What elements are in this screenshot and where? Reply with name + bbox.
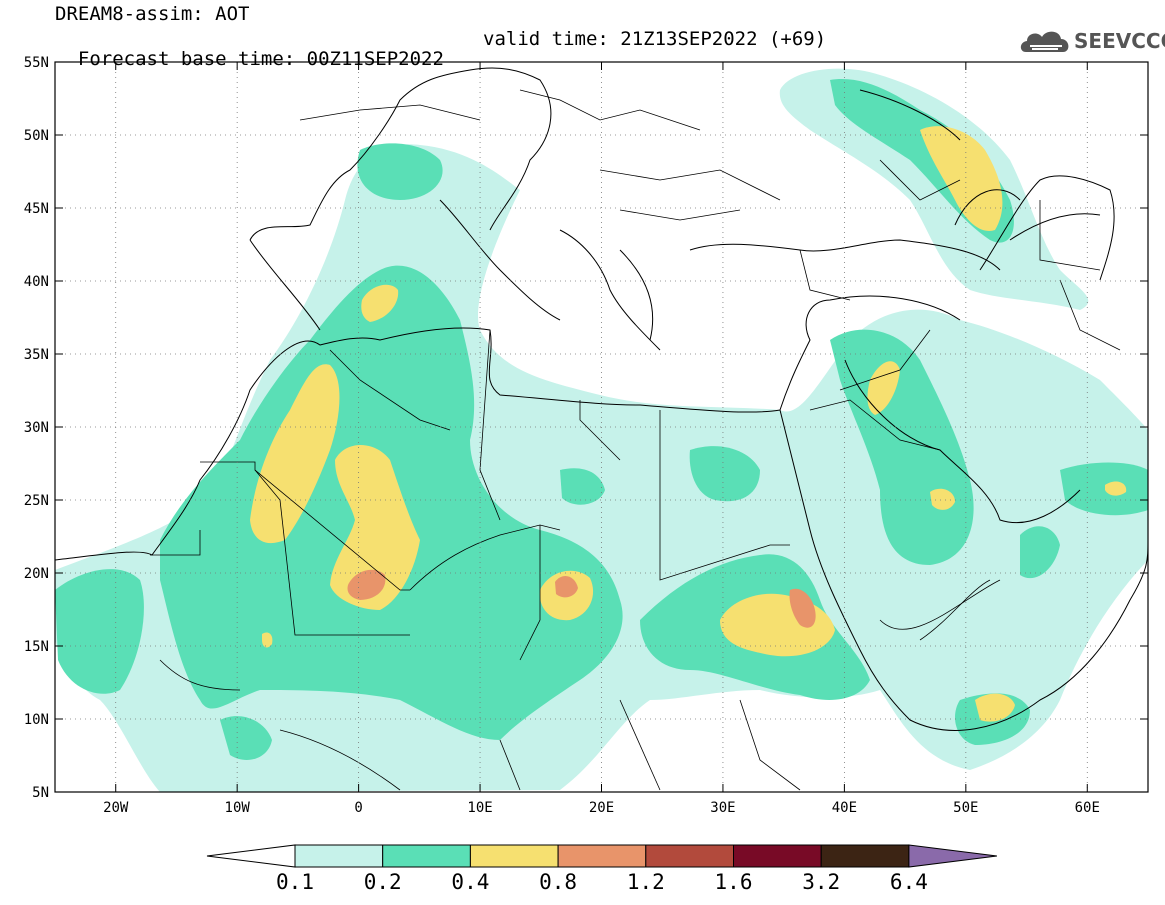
x-tick-label: 40E xyxy=(832,800,857,816)
borders xyxy=(150,89,1121,791)
y-tick-label: 20N xyxy=(24,566,49,582)
colorbar-label: 6.4 xyxy=(890,870,928,894)
colorbar-label: 0.1 xyxy=(276,870,314,894)
y-tick-label: 30N xyxy=(24,420,49,436)
y-tick-label: 45N xyxy=(24,201,49,217)
forecast-times: Forecast base time: 00Z11SEP2022 valid t… xyxy=(55,29,826,89)
colorbar-segment xyxy=(733,844,822,868)
x-tick-label: 20W xyxy=(103,800,129,816)
colorbar-segment xyxy=(645,844,734,868)
x-tick-label: 20E xyxy=(589,800,614,816)
cloud-icon xyxy=(1020,31,1069,52)
x-tick-label: 60E xyxy=(1075,800,1100,816)
axis-ticks: 20W 10W 0 10E 20E 30E 40E 50E 60E 55N 50N 45N 40N 35N… xyxy=(24,55,1148,816)
colorbar-segment xyxy=(557,844,647,868)
colorbar-segment xyxy=(469,844,559,868)
y-tick-label: 15N xyxy=(24,639,49,655)
colorbar-arrow-low xyxy=(206,844,296,868)
y-tick-label: 40N xyxy=(24,274,49,290)
valid-time: valid time: 21Z13SEP2022 (+69) xyxy=(483,28,827,50)
map-title: DREAM8-assim: AOT xyxy=(55,3,250,25)
base-time: Forecast base time: 00Z11SEP2022 xyxy=(77,48,444,70)
lat-lon-grid xyxy=(55,62,1148,792)
seevccc-logo: SEEVCCC xyxy=(1018,24,1165,58)
y-tick-label: 10N xyxy=(24,712,49,728)
x-tick-label: 10E xyxy=(467,800,492,816)
x-tick-label: 50E xyxy=(953,800,978,816)
colorbar: 0.1 0.2 0.4 0.8 1.2 1.6 3.2 6.4 xyxy=(206,844,997,894)
colorbar-label: 1.6 xyxy=(715,870,753,894)
colorbar-arrow-high xyxy=(908,844,997,868)
y-tick-label: 50N xyxy=(24,128,49,144)
colorbar-label: 3.2 xyxy=(802,870,840,894)
colorbar-label: 0.4 xyxy=(451,870,489,894)
aot-field xyxy=(55,68,1148,792)
x-tick-label: 10W xyxy=(225,800,251,816)
colorbar-segment xyxy=(294,844,384,868)
y-tick-label: 55N xyxy=(24,55,49,71)
x-tick-label: 30E xyxy=(710,800,735,816)
x-tick-label: 0 xyxy=(354,800,362,816)
colorbar-label: 0.2 xyxy=(364,870,402,894)
colorbar-segment xyxy=(820,844,910,868)
aot-band-0-8 xyxy=(347,569,816,628)
y-tick-label: 5N xyxy=(32,785,49,801)
y-tick-label: 35N xyxy=(24,347,49,363)
colorbar-label: 1.2 xyxy=(627,870,665,894)
logo-text: SEEVCCC xyxy=(1074,29,1165,53)
colorbar-label: 0.8 xyxy=(539,870,577,894)
y-tick-label: 25N xyxy=(24,493,49,509)
colorbar-segment xyxy=(382,844,471,868)
